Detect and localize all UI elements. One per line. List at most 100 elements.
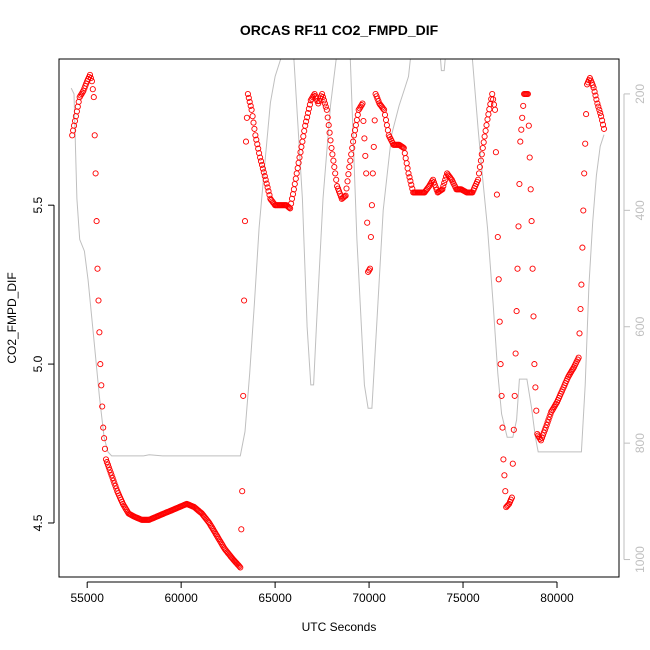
data-point (524, 90, 531, 98)
data-point (257, 154, 264, 161)
data-point (526, 154, 533, 161)
data-point (543, 421, 550, 429)
data-point (398, 143, 406, 150)
data-point (528, 218, 535, 225)
data-point (324, 114, 331, 121)
data-point (578, 281, 585, 288)
data-point (120, 502, 127, 509)
data-point (302, 122, 309, 129)
data-point (342, 192, 349, 199)
data-point (493, 191, 500, 198)
data-point (321, 100, 328, 107)
data-point (519, 114, 526, 121)
secondary-tick-label: 400 (633, 200, 647, 220)
data-point (380, 105, 387, 112)
secondary-tick-label: 200 (633, 84, 647, 104)
data-point (292, 175, 299, 182)
data-point (323, 106, 330, 113)
data-point (263, 180, 270, 187)
data-point (346, 163, 353, 171)
data-point (108, 472, 115, 479)
data-point (237, 564, 244, 571)
data-point (69, 132, 76, 139)
data-point (305, 105, 312, 112)
axes: 55000 60000 65000 70000 75000 80000 4.5 5.0 5.5 2… (31, 84, 647, 605)
data-point (325, 122, 332, 129)
data-point (75, 98, 82, 105)
data-point (552, 400, 560, 407)
data-point (332, 170, 339, 177)
data-point (349, 144, 356, 152)
data-point (591, 88, 598, 95)
data-point (403, 160, 410, 167)
data-point (100, 424, 107, 431)
data-point (495, 276, 502, 283)
data-point (104, 461, 111, 468)
x-tick-label: 55000 (71, 591, 105, 605)
data-point (243, 114, 250, 121)
data-point (525, 122, 532, 129)
y-tick-label: 5.0 (31, 355, 45, 372)
data-point (293, 170, 300, 177)
data-point (593, 96, 600, 103)
data-point (439, 186, 446, 193)
data-point (95, 297, 102, 304)
data-point (208, 523, 215, 530)
data-point (433, 186, 440, 193)
data-point (247, 102, 254, 109)
data-point (97, 361, 104, 368)
data-point (579, 244, 586, 251)
data-point (545, 416, 552, 423)
data-point (502, 488, 509, 495)
x-tick-label: 80000 (540, 591, 574, 605)
data-point (299, 138, 306, 145)
data-point (533, 407, 540, 414)
data-point (583, 111, 590, 118)
secondary-tick-label: 600 (633, 316, 647, 336)
data-point (102, 456, 110, 463)
data-point (250, 119, 257, 126)
pressure-line (70, 59, 605, 457)
data-point (241, 297, 248, 304)
data-point (89, 86, 96, 93)
data-point (514, 265, 521, 272)
data-point (599, 117, 606, 124)
data-point (343, 185, 350, 192)
data-point (99, 403, 106, 410)
data-point (383, 122, 390, 129)
data-point (253, 136, 260, 143)
data-point (265, 188, 272, 195)
data-point (105, 464, 112, 471)
data-point (101, 445, 109, 452)
data-point (498, 392, 505, 399)
data-point (93, 218, 100, 225)
data-point (264, 184, 271, 191)
data-point (381, 111, 389, 118)
data-point (442, 176, 449, 183)
data-point (354, 111, 361, 118)
data-point (306, 101, 313, 108)
data-point (340, 194, 347, 201)
data-point (88, 78, 95, 85)
data-point (334, 183, 341, 190)
data-point (244, 90, 251, 98)
x-tick-label: 75000 (446, 591, 480, 605)
data-point (294, 165, 301, 172)
data-point (333, 176, 340, 183)
data-point (595, 103, 602, 110)
data-point (594, 100, 601, 107)
data-point (475, 176, 482, 183)
data-point (484, 116, 491, 123)
data-point (509, 460, 516, 467)
data-point (259, 165, 266, 172)
data-point (541, 427, 548, 434)
y-axis-label: CO2_FMPD_DIF (5, 272, 19, 363)
data-point (256, 150, 263, 157)
data-point (307, 97, 314, 104)
data-point (329, 151, 336, 158)
data-point (109, 474, 116, 482)
data-point (248, 106, 255, 113)
data-point (580, 207, 587, 214)
data-point (516, 180, 523, 188)
data-point (87, 75, 94, 82)
